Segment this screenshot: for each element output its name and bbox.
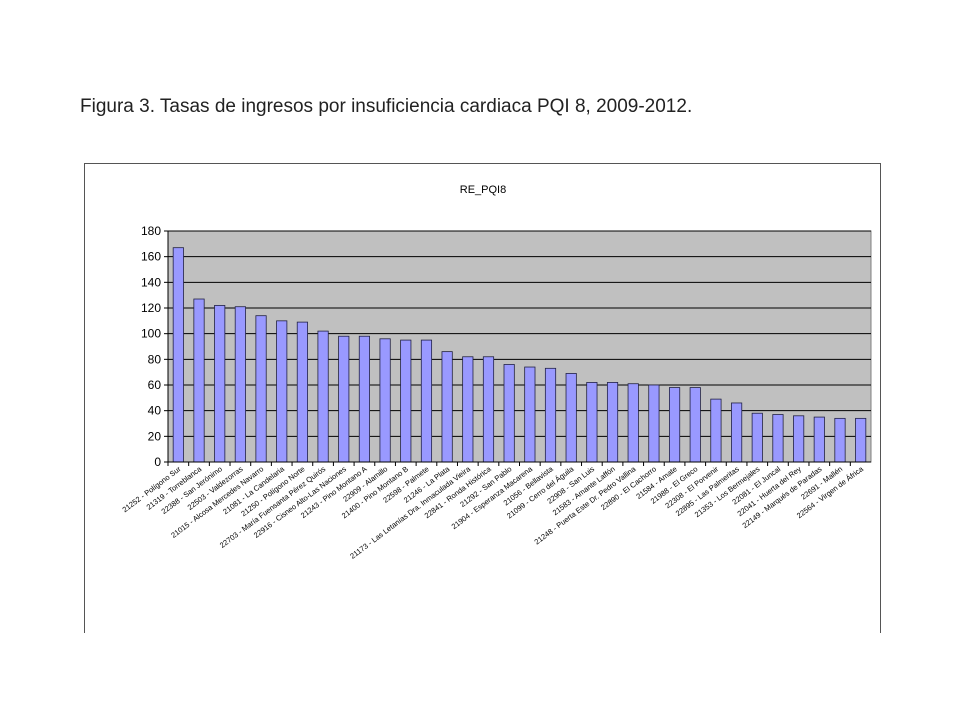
bar <box>669 387 681 463</box>
y-tick-label: 100 <box>141 327 161 341</box>
plot-area <box>167 230 872 463</box>
bar <box>751 412 763 463</box>
bar <box>544 367 557 463</box>
bar <box>234 306 246 463</box>
y-tick-label: 60 <box>148 378 162 392</box>
bar <box>255 315 267 463</box>
bar <box>855 417 867 463</box>
bar <box>834 417 846 463</box>
bar <box>193 298 205 463</box>
bar <box>482 356 495 463</box>
bar <box>503 364 515 463</box>
bar <box>731 402 743 463</box>
bar <box>400 339 412 463</box>
y-tick-label: 0 <box>154 455 161 469</box>
y-tick-label: 180 <box>141 224 161 238</box>
bar <box>462 356 474 463</box>
chart-frame: RE_PQI8 0 20 40 60 80 100 120 140 160 180 21252 - … <box>84 163 881 633</box>
bar <box>772 414 784 463</box>
y-tick-label: 20 <box>148 429 162 443</box>
bar <box>296 321 308 463</box>
bar <box>606 382 619 463</box>
bar <box>565 373 577 463</box>
y-tick-label: 80 <box>148 352 162 366</box>
bar <box>586 382 598 463</box>
figure-caption: Figura 3. Tasas de ingresos por insufici… <box>80 96 693 117</box>
bar <box>276 320 288 463</box>
bar <box>379 338 391 463</box>
bar <box>648 384 660 463</box>
chart-title: RE_PQI8 <box>460 184 506 196</box>
bar <box>813 416 825 463</box>
y-tick-label: 120 <box>141 301 161 315</box>
bar <box>317 330 329 463</box>
bar <box>441 351 453 463</box>
y-tick-label: 160 <box>141 250 161 264</box>
bar <box>710 398 722 463</box>
bar <box>627 383 639 463</box>
y-tick-label: 140 <box>141 275 161 289</box>
bar <box>793 415 805 463</box>
bar <box>358 335 370 463</box>
bar <box>214 305 226 463</box>
bar <box>172 247 184 463</box>
bar <box>420 339 433 463</box>
bar <box>524 366 536 463</box>
y-tick-label: 40 <box>148 404 162 418</box>
bar <box>338 335 350 463</box>
bar <box>689 387 701 463</box>
